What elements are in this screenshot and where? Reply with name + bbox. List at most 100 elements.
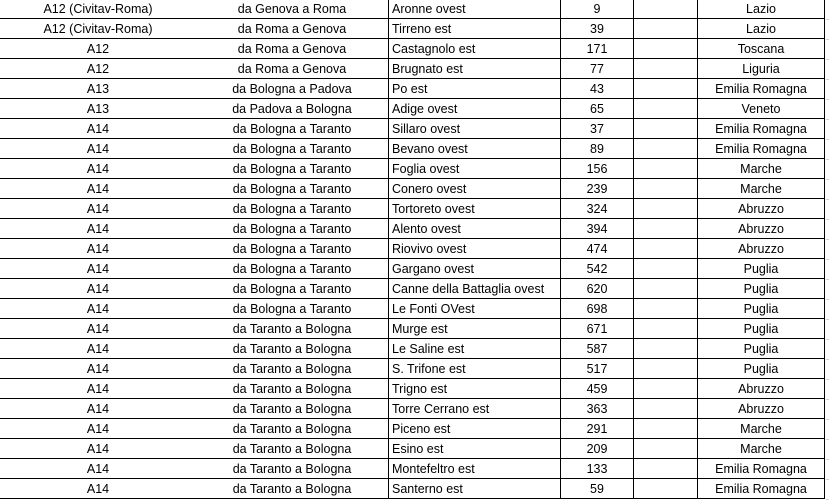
cell-direction[interactable]: da Bologna a Taranto (232, 242, 352, 256)
cell-km[interactable]: 239 (560, 179, 633, 199)
cell-area[interactable]: Po est (388, 79, 560, 99)
cell-region[interactable]: Emilia Romagna (697, 479, 825, 499)
cell-road[interactable]: A14 (86, 202, 110, 216)
cell-km[interactable]: 133 (560, 459, 633, 479)
cell-km[interactable]: 698 (560, 299, 633, 319)
cell-direction[interactable]: da Bologna a Taranto (232, 162, 352, 176)
cell-region[interactable]: Puglia (697, 359, 825, 379)
cell-area[interactable]: Piceno est (388, 419, 560, 439)
cell-direction[interactable]: da Taranto a Bologna (232, 402, 352, 416)
cell-direction[interactable]: da Genova a Roma (237, 2, 347, 16)
cell-direction[interactable]: da Taranto a Bologna (232, 362, 352, 376)
cell-region[interactable]: Puglia (697, 319, 825, 339)
cell-direction[interactable]: da Bologna a Taranto (232, 142, 352, 156)
cell-empty[interactable] (633, 219, 697, 239)
cell-direction[interactable]: da Roma a Genova (237, 42, 347, 56)
cell-area[interactable]: Gargano ovest (388, 259, 560, 279)
cell-empty[interactable] (633, 459, 697, 479)
cell-km[interactable]: 39 (560, 19, 633, 39)
cell-region[interactable]: Emilia Romagna (697, 459, 825, 479)
cell-road[interactable]: A14 (86, 462, 110, 476)
cell-direction[interactable]: da Bologna a Padova (232, 82, 352, 96)
cell-km[interactable]: 620 (560, 279, 633, 299)
cell-region[interactable]: Abruzzo (697, 379, 825, 399)
cell-empty[interactable] (633, 259, 697, 279)
cell-area[interactable]: Torre Cerrano est (388, 399, 560, 419)
cell-km[interactable]: 363 (560, 399, 633, 419)
cell-empty[interactable] (633, 399, 697, 419)
cell-road[interactable]: A14 (86, 382, 110, 396)
cell-road[interactable]: A12 (86, 62, 110, 76)
cell-area[interactable]: Tortoreto ovest (388, 199, 560, 219)
cell-region[interactable]: Marche (697, 419, 825, 439)
cell-direction[interactable]: da Taranto a Bologna (232, 442, 352, 456)
cell-empty[interactable] (633, 419, 697, 439)
cell-direction[interactable]: da Padova a Bologna (232, 102, 352, 116)
cell-road[interactable]: A12 (Civitav-Roma) (43, 22, 153, 36)
cell-empty[interactable] (633, 299, 697, 319)
cell-area[interactable]: Canne della Battaglia ovest (388, 279, 560, 299)
cell-region[interactable]: Marche (697, 439, 825, 459)
cell-road[interactable]: A14 (86, 262, 110, 276)
cell-km[interactable]: 156 (560, 159, 633, 179)
cell-region[interactable]: Abruzzo (697, 199, 825, 219)
cell-km[interactable]: 65 (560, 99, 633, 119)
cell-direction[interactable]: da Bologna a Taranto (232, 202, 352, 216)
cell-empty[interactable] (633, 79, 697, 99)
cell-direction[interactable]: da Roma a Genova (237, 22, 347, 36)
cell-region[interactable]: Marche (697, 179, 825, 199)
cell-empty[interactable] (633, 159, 697, 179)
cell-road[interactable]: A14 (86, 142, 110, 156)
cell-km[interactable]: 59 (560, 479, 633, 499)
cell-direction[interactable]: da Bologna a Taranto (232, 282, 352, 296)
cell-region[interactable]: Emilia Romagna (697, 79, 825, 99)
cell-km[interactable]: 209 (560, 439, 633, 459)
cell-empty[interactable] (633, 119, 697, 139)
cell-area[interactable]: S. Trifone est (388, 359, 560, 379)
cell-road[interactable]: A14 (86, 342, 110, 356)
cell-empty[interactable] (633, 139, 697, 159)
cell-direction[interactable]: da Taranto a Bologna (232, 342, 352, 356)
cell-region[interactable]: Puglia (697, 259, 825, 279)
cell-region[interactable]: Marche (697, 159, 825, 179)
cell-empty[interactable] (633, 239, 697, 259)
cell-direction[interactable]: da Taranto a Bologna (232, 482, 352, 496)
cell-empty[interactable] (633, 0, 697, 19)
cell-empty[interactable] (633, 319, 697, 339)
cell-empty[interactable] (633, 179, 697, 199)
cell-empty[interactable] (633, 99, 697, 119)
cell-area[interactable]: Santerno est (388, 479, 560, 499)
cell-direction[interactable]: da Taranto a Bologna (232, 382, 352, 396)
cell-area[interactable]: Castagnolo est (388, 39, 560, 59)
cell-region[interactable]: Emilia Romagna (697, 139, 825, 159)
cell-road[interactable]: A13 (86, 82, 110, 96)
cell-road[interactable]: A14 (86, 282, 110, 296)
cell-area[interactable]: Tirreno est (388, 19, 560, 39)
cell-direction[interactable]: da Taranto a Bologna (232, 462, 352, 476)
cell-km[interactable]: 77 (560, 59, 633, 79)
cell-area[interactable]: Adige ovest (388, 99, 560, 119)
cell-empty[interactable] (633, 59, 697, 79)
cell-road[interactable]: A13 (86, 102, 110, 116)
cell-direction[interactable]: da Taranto a Bologna (232, 422, 352, 436)
cell-region[interactable]: Abruzzo (697, 219, 825, 239)
cell-empty[interactable] (633, 479, 697, 499)
cell-area[interactable]: Montefeltro est (388, 459, 560, 479)
cell-road[interactable]: A14 (86, 222, 110, 236)
cell-km[interactable]: 459 (560, 379, 633, 399)
cell-region[interactable]: Puglia (697, 279, 825, 299)
cell-empty[interactable] (633, 199, 697, 219)
cell-region[interactable]: Toscana (697, 39, 825, 59)
cell-region[interactable]: Puglia (697, 339, 825, 359)
cell-km[interactable]: 324 (560, 199, 633, 219)
cell-empty[interactable] (633, 379, 697, 399)
cell-road[interactable]: A14 (86, 302, 110, 316)
cell-area[interactable]: Conero ovest (388, 179, 560, 199)
cell-road[interactable]: A14 (86, 162, 110, 176)
cell-direction[interactable]: da Bologna a Taranto (232, 182, 352, 196)
cell-direction[interactable]: da Taranto a Bologna (232, 322, 352, 336)
cell-area[interactable]: Alento ovest (388, 219, 560, 239)
cell-empty[interactable] (633, 279, 697, 299)
cell-area[interactable]: Le Fonti OVest (388, 299, 560, 319)
cell-km[interactable]: 37 (560, 119, 633, 139)
